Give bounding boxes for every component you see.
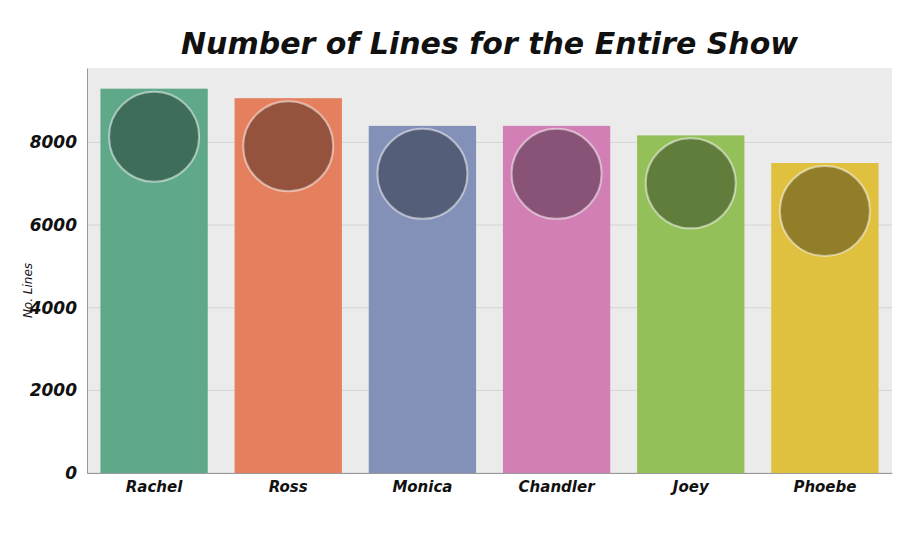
tick: Rachel [126, 473, 183, 496]
tick-label: Phoebe [793, 478, 856, 496]
portrait [512, 129, 602, 219]
tick-label: Joey [670, 478, 710, 496]
tick: 6000 [30, 215, 87, 235]
tick-label: Ross [269, 478, 308, 496]
bar [100, 89, 207, 473]
tick-label: 8000 [30, 132, 77, 152]
portrait [646, 138, 736, 228]
portrait [780, 166, 870, 256]
x-axis: Rachel Ross Monica Chandler Joey Phoebe [88, 473, 893, 496]
tick: Joey [670, 473, 710, 496]
axis-title: No. Lines [21, 263, 35, 318]
plot-background [87, 68, 892, 473]
tick: Chandler [519, 473, 597, 496]
tick-label: 4000 [29, 298, 77, 318]
bar [235, 98, 342, 473]
tick-label: Chandler [519, 478, 597, 496]
portrait [377, 129, 467, 219]
bar [369, 126, 476, 473]
portraits [109, 92, 870, 256]
tick: 0 [65, 463, 87, 483]
tick-label: 6000 [30, 215, 77, 235]
chart: 0 2000 4000 6000 8000 Rachel Ross Monica Chandle… [0, 0, 910, 545]
bar [771, 163, 878, 473]
tick-label: Rachel [126, 478, 183, 496]
tick: Ross [269, 473, 308, 496]
axis-line [88, 473, 893, 474]
bar [503, 126, 610, 473]
tick: Monica [392, 473, 452, 496]
tick: 2000 [30, 380, 87, 400]
tick-label: 0 [65, 463, 77, 483]
tick: Phoebe [793, 473, 856, 496]
tick-label: Monica [392, 478, 452, 496]
title: Number of Lines for the Entire Show [181, 26, 798, 61]
axis-line [87, 69, 88, 474]
tick: 8000 [30, 132, 87, 152]
tick: 4000 [29, 298, 87, 318]
tick-label: 2000 [30, 380, 77, 400]
y-axis: 0 2000 4000 6000 8000 [29, 69, 88, 483]
portrait [243, 101, 333, 191]
portrait [109, 92, 199, 182]
bar [637, 135, 744, 473]
bars [100, 89, 878, 473]
